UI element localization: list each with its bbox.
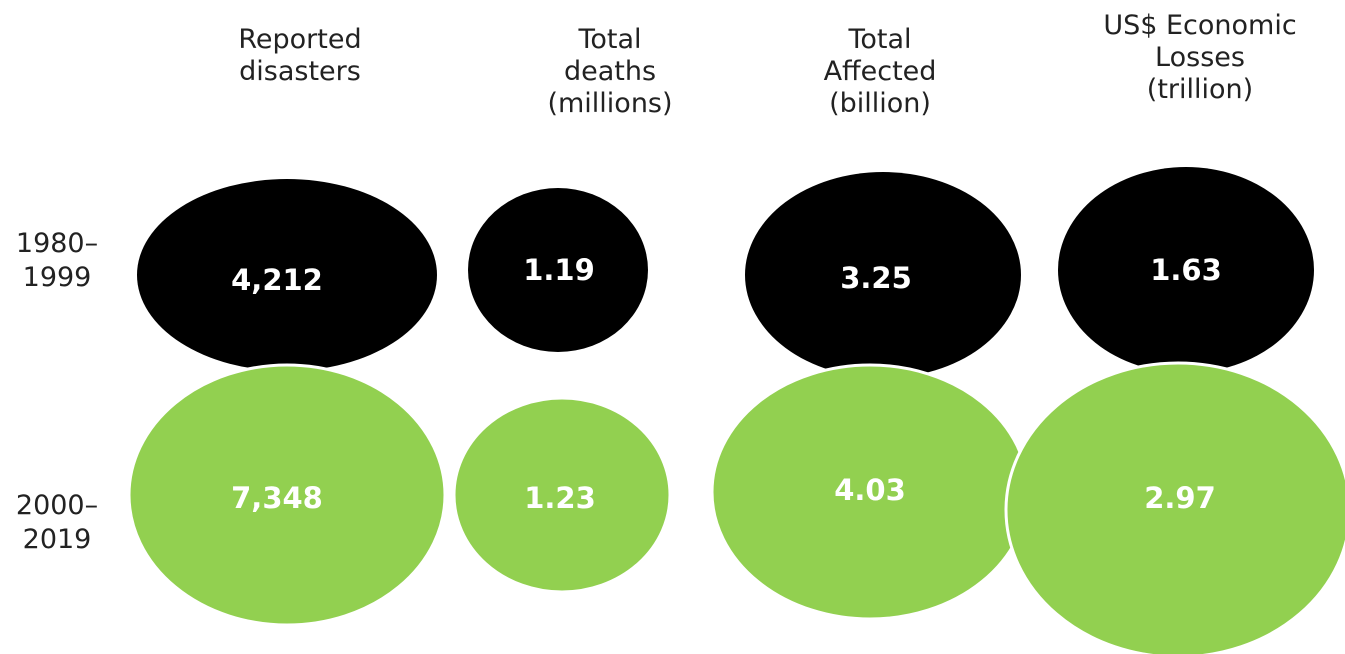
bubble-1980-1999-reported-disasters [137,179,437,371]
row-label-2000-2019: 2000– 2019 [15,490,99,555]
bubble-1980-1999-economic-losses [1058,167,1314,373]
row-label-1980-1999: 1980– 1999 [15,228,99,293]
bubble-label-2000-2019-economic-losses: 2.97 [1144,481,1216,515]
bubble-1980-1999-total-deaths [468,188,648,352]
bubble-label-1980-1999-reported-disasters: 4,212 [231,263,323,297]
bubble-1980-1999-total-affected [745,172,1021,378]
column-header-total-affected: Total Affected (billion) [823,24,937,119]
bubble-2000-2019-reported-disasters [127,363,447,627]
column-header-total-deaths: Total deaths (millions) [547,24,673,119]
bubble-2000-2019-total-deaths [452,396,672,594]
bubble-label-1980-1999-total-deaths: 1.19 [523,253,595,287]
bubble-label-2000-2019-total-deaths: 1.23 [524,481,596,515]
column-header-economic-losses: US$ Economic Losses (trillion) [1103,10,1297,105]
column-header-reported-disasters: Reported disasters [238,24,362,87]
bubble-label-1980-1999-economic-losses: 1.63 [1150,253,1222,287]
bubble-label-2000-2019-reported-disasters: 7,348 [231,481,323,515]
bubble-label-1980-1999-total-affected: 3.25 [840,261,912,295]
bubble-2000-2019-economic-losses [1004,361,1345,654]
bubble-label-2000-2019-total-affected: 4.03 [834,473,906,507]
